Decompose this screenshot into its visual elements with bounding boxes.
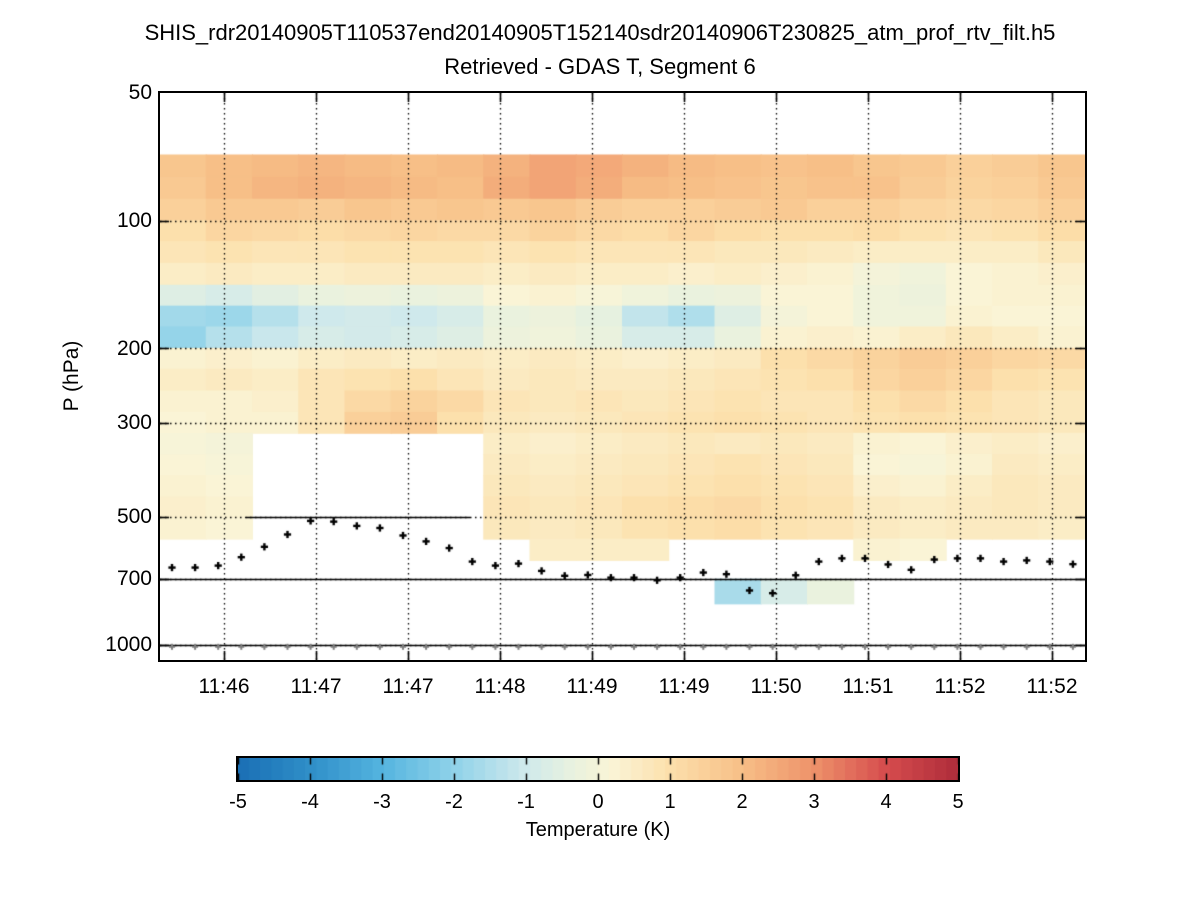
x-tick-label-3: 11:48 <box>474 675 526 698</box>
x-tick-label-5: 11:49 <box>658 675 710 698</box>
x-tick-label-2: 11:47 <box>382 675 434 698</box>
y-tick-label-50: 50 <box>128 81 152 104</box>
colorbar-tick-label-1: -4 <box>301 791 319 813</box>
colorbar-tick-label-5: 0 <box>592 791 604 813</box>
colorbar-tick-label-2: -3 <box>373 791 391 813</box>
figure-title: SHIS_rdr20140905T110537end20140905T15214… <box>144 20 1056 45</box>
colorbar <box>236 756 960 782</box>
x-tick-label-9: 11:52 <box>1026 675 1078 698</box>
colorbar-tick-label-4: -1 <box>517 791 535 813</box>
x-tick-label-8: 11:52 <box>934 675 986 698</box>
y-tick-label-300: 300 <box>116 411 152 434</box>
colorbar-tick-label-8: 3 <box>808 791 820 813</box>
heatmap-canvas <box>160 93 1085 660</box>
figure-subtitle: Retrieved - GDAS T, Segment 6 <box>444 54 756 79</box>
colorbar-tick-label-3: -2 <box>445 791 463 813</box>
y-tick-label-700: 700 <box>116 567 152 590</box>
x-tick-label-4: 11:49 <box>566 675 618 698</box>
y-tick-label-1000: 1000 <box>105 633 152 656</box>
x-tick-label-6: 11:50 <box>750 675 802 698</box>
colorbar-canvas <box>238 758 958 780</box>
y-tick-label-500: 500 <box>116 505 152 528</box>
y-tick-label-100: 100 <box>116 209 152 232</box>
y-tick-label-200: 200 <box>116 337 152 360</box>
x-tick-label-1: 11:47 <box>290 675 342 698</box>
colorbar-tick-label-6: 1 <box>664 791 676 813</box>
colorbar-tick-label-7: 2 <box>736 791 748 813</box>
y-axis-label: P (hPa) <box>60 340 83 412</box>
colorbar-label: Temperature (K) <box>525 819 671 841</box>
colorbar-tick-label-9: 4 <box>880 791 892 813</box>
x-tick-label-7: 11:51 <box>842 675 894 698</box>
colorbar-tick-label-10: 5 <box>952 791 964 813</box>
x-tick-label-0: 11:46 <box>198 675 250 698</box>
colorbar-tick-label-0: -5 <box>229 791 247 813</box>
plot-area <box>158 91 1087 662</box>
